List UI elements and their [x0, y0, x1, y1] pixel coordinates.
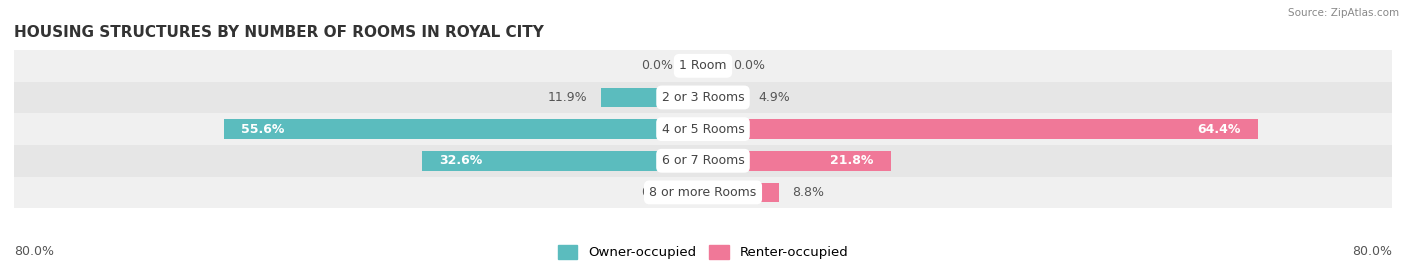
Text: Source: ZipAtlas.com: Source: ZipAtlas.com: [1288, 8, 1399, 18]
Text: 21.8%: 21.8%: [830, 154, 873, 167]
Bar: [682, 183, 703, 202]
Bar: [224, 119, 703, 139]
Text: 2 or 3 Rooms: 2 or 3 Rooms: [662, 91, 744, 104]
Bar: [682, 56, 703, 76]
Bar: [600, 88, 703, 107]
Text: 4.9%: 4.9%: [758, 91, 790, 104]
Text: 32.6%: 32.6%: [440, 154, 482, 167]
Bar: [14, 82, 1392, 113]
Bar: [14, 145, 1392, 176]
Text: 80.0%: 80.0%: [14, 245, 53, 258]
Bar: [703, 183, 779, 202]
Bar: [703, 151, 891, 171]
Text: 0.0%: 0.0%: [733, 59, 765, 72]
Text: 6 or 7 Rooms: 6 or 7 Rooms: [662, 154, 744, 167]
Text: 4 or 5 Rooms: 4 or 5 Rooms: [662, 123, 744, 136]
Text: 0.0%: 0.0%: [641, 186, 673, 199]
Text: 55.6%: 55.6%: [242, 123, 285, 136]
Legend: Owner-occupied, Renter-occupied: Owner-occupied, Renter-occupied: [553, 240, 853, 264]
Text: 8 or more Rooms: 8 or more Rooms: [650, 186, 756, 199]
Bar: [703, 119, 1257, 139]
Text: 64.4%: 64.4%: [1197, 123, 1240, 136]
Bar: [14, 50, 1392, 82]
Bar: [14, 176, 1392, 208]
Bar: [703, 88, 745, 107]
Bar: [14, 113, 1392, 145]
Text: 80.0%: 80.0%: [1353, 245, 1392, 258]
Text: HOUSING STRUCTURES BY NUMBER OF ROOMS IN ROYAL CITY: HOUSING STRUCTURES BY NUMBER OF ROOMS IN…: [14, 25, 544, 40]
Bar: [703, 56, 724, 76]
Text: 11.9%: 11.9%: [548, 91, 588, 104]
Text: 0.0%: 0.0%: [641, 59, 673, 72]
Bar: [422, 151, 703, 171]
Text: 1 Room: 1 Room: [679, 59, 727, 72]
Text: 8.8%: 8.8%: [792, 186, 824, 199]
